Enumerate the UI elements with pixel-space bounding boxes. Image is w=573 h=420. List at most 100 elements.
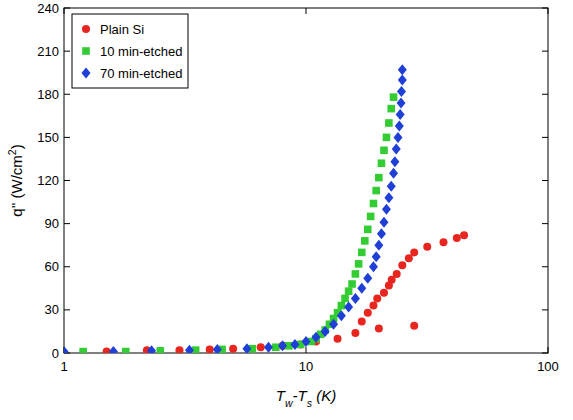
point [395,120,404,131]
y-tick-label: 0 [52,346,59,361]
y-tick [542,51,548,52]
point [79,348,87,353]
point [372,251,381,262]
y-tick-label: 90 [45,216,59,231]
y-tick-label: 120 [37,173,59,188]
point [390,93,398,101]
point [264,342,273,353]
series [64,64,407,353]
y-tick-label: 240 [37,1,59,16]
y-tick [64,137,70,138]
series [79,93,397,353]
point [341,295,349,303]
legend-label: 70 min-etched [100,66,182,81]
point [410,248,418,256]
y-tick [64,223,70,224]
point [290,339,299,350]
point [367,213,375,221]
y-tick-label: 60 [45,259,59,274]
y-tick-label: 210 [37,44,59,59]
point [380,147,388,155]
point [147,345,156,353]
y-tick [542,266,548,267]
point [453,234,461,242]
point [338,302,346,310]
point [392,143,401,154]
point [329,319,338,330]
y-tick [64,309,70,310]
y-tick [542,309,548,310]
y-tick-label: 30 [45,302,59,317]
point [383,134,391,142]
point [390,156,399,167]
y-tick [64,51,70,52]
point [175,346,183,353]
point [396,109,405,120]
point [278,340,287,351]
point [398,64,407,75]
y-tick [64,180,70,181]
point [206,345,214,353]
point [358,317,366,325]
point [380,289,388,297]
point [122,348,130,353]
point [351,293,360,304]
legend-box [72,14,188,88]
point [352,270,360,278]
x-tick-label: 100 [537,359,559,374]
chart: 0306090120150180210240110100Tw-Ts (K)q''… [0,0,573,420]
point [378,159,386,167]
point [385,119,393,127]
point [312,332,321,343]
point [373,294,381,302]
series [103,231,468,353]
point [344,302,353,313]
y-tick [542,223,548,224]
y-tick-label: 150 [37,130,59,145]
point [369,261,378,272]
x-tick [306,347,307,353]
point [375,325,383,333]
y-tick [64,8,70,9]
y-tick [542,137,548,138]
x-tick [306,8,307,14]
point [348,280,356,288]
x-axis-label: Tw-Ts (K) [276,387,336,409]
legend-marker [82,47,90,55]
point [361,237,369,245]
plot-marks [64,64,468,353]
point [398,261,406,269]
point [334,335,342,343]
y-tick [542,180,548,181]
x-tick [548,8,549,14]
x-tick [548,347,549,353]
point [410,322,418,330]
point [379,217,388,228]
x-tick-label: 10 [299,359,313,374]
y-tick [64,94,70,95]
legend-marker [82,68,91,79]
x-tick-label: 1 [60,359,67,374]
point [389,168,398,179]
point [229,345,237,353]
point [357,283,366,294]
y-tick [542,8,548,9]
legend-label: 10 min-etched [100,44,182,59]
point [321,326,330,337]
legend-marker [82,25,90,33]
point [355,260,363,268]
point [109,346,118,353]
point [351,329,359,337]
point [358,249,366,257]
point [394,132,403,143]
point [382,204,391,215]
point [372,187,380,195]
point [213,344,222,353]
point [440,238,448,246]
point [393,270,401,278]
x-tick [64,8,65,14]
point [398,74,407,85]
point [460,231,468,239]
point [64,346,69,353]
point [157,347,165,353]
